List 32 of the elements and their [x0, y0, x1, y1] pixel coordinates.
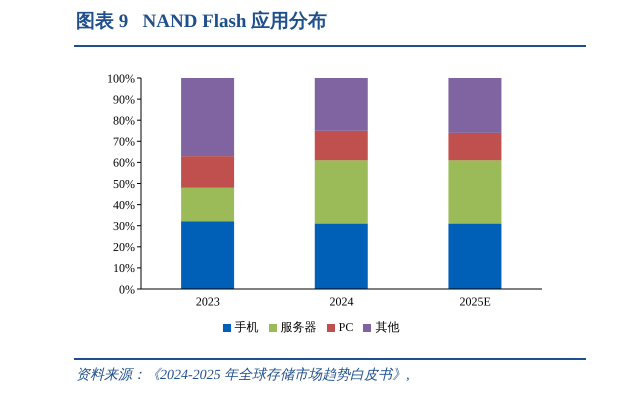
- bar: [181, 78, 234, 156]
- bar: [181, 188, 234, 222]
- x-tick-label: 2024: [330, 294, 354, 309]
- legend-label: 服务器: [280, 320, 317, 334]
- bar: [181, 156, 234, 188]
- bar: [314, 78, 368, 131]
- y-tick-label: 20%: [113, 240, 135, 254]
- legend-label: 其他: [375, 320, 400, 334]
- bar: [448, 132, 502, 160]
- y-tick-label: 0%: [119, 282, 135, 296]
- y-tick-label: 100%: [107, 71, 135, 86]
- x-tick-label: 2025E: [459, 294, 491, 309]
- y-tick-label: 40%: [113, 198, 135, 212]
- bar: [448, 160, 502, 224]
- y-tick-label: 30%: [113, 218, 135, 233]
- bar: [314, 130, 368, 160]
- y-tick-label: 80%: [113, 113, 135, 128]
- bar: [314, 224, 368, 289]
- y-tick-label: 70%: [113, 134, 135, 149]
- y-tick-label: 10%: [113, 261, 135, 276]
- x-tick-label: 2023: [196, 294, 220, 309]
- text: 资料来源：《2024-2025 年全球存储市场趋势白皮书》,: [76, 366, 410, 384]
- bar: [181, 221, 234, 289]
- chart-title: 图表 9 NAND Flash 应用分布: [76, 10, 328, 34]
- y-tick-label: 50%: [113, 176, 135, 191]
- bar: [314, 160, 368, 224]
- legend-label: PC: [338, 320, 354, 334]
- legend-label: 手机: [234, 320, 259, 334]
- bar: [448, 78, 502, 133]
- y-tick-label: 60%: [113, 156, 135, 170]
- bar: [448, 224, 502, 289]
- y-tick-label: 90%: [113, 92, 135, 106]
